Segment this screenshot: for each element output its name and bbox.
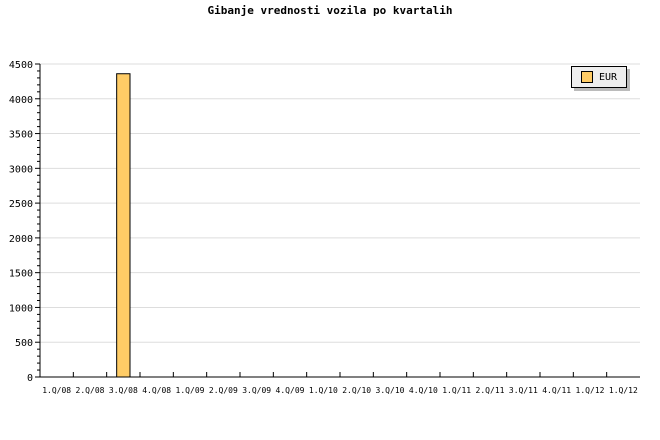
legend-swatch <box>581 71 593 83</box>
x-tick-label: 1.Q/12 <box>576 386 605 395</box>
x-tick-label: 4.Q/09 <box>276 386 305 395</box>
x-tick-label: 3.Q/08 <box>109 386 138 395</box>
x-tick-label: 1.Q/11 <box>442 386 471 395</box>
chart-title: Gibanje vrednosti vozila po kvartalih <box>207 4 453 17</box>
x-tick-label: 4.Q/10 <box>409 386 438 395</box>
x-tick-label: 2.Q/10 <box>342 386 371 395</box>
x-tick-label: 3.Q/11 <box>509 386 538 395</box>
y-tick-label: 3500 <box>9 130 33 141</box>
y-tick-label: 500 <box>15 338 33 349</box>
y-tick-label: 0 <box>27 373 33 384</box>
x-tick-label: 1.Q/12 <box>609 386 638 395</box>
x-tick-label: 3.Q/09 <box>242 386 271 395</box>
x-tick-label: 2.Q/09 <box>209 386 238 395</box>
legend: EUR <box>571 66 627 88</box>
y-tick-label: 4000 <box>9 95 33 106</box>
y-tick-label: 2000 <box>9 234 33 245</box>
x-tick-label: 4.Q/11 <box>542 386 571 395</box>
x-tick-label: 1.Q/10 <box>309 386 338 395</box>
x-tick-label: 4.Q/08 <box>142 386 171 395</box>
y-tick-label: 1000 <box>9 303 33 314</box>
bar <box>116 73 131 378</box>
y-tick-label: 3000 <box>9 164 33 175</box>
y-tick-label: 1500 <box>9 269 33 280</box>
y-tick-label: 2500 <box>9 199 33 210</box>
x-tick-label: 2.Q/08 <box>76 386 105 395</box>
y-tick-label: 4500 <box>9 60 33 71</box>
x-tick-label: 1.Q/08 <box>42 386 71 395</box>
x-tick-label: 3.Q/10 <box>376 386 405 395</box>
x-tick-label: 2.Q/11 <box>476 386 505 395</box>
legend-label: EUR <box>599 71 618 83</box>
x-tick-label: 1.Q/09 <box>176 386 205 395</box>
